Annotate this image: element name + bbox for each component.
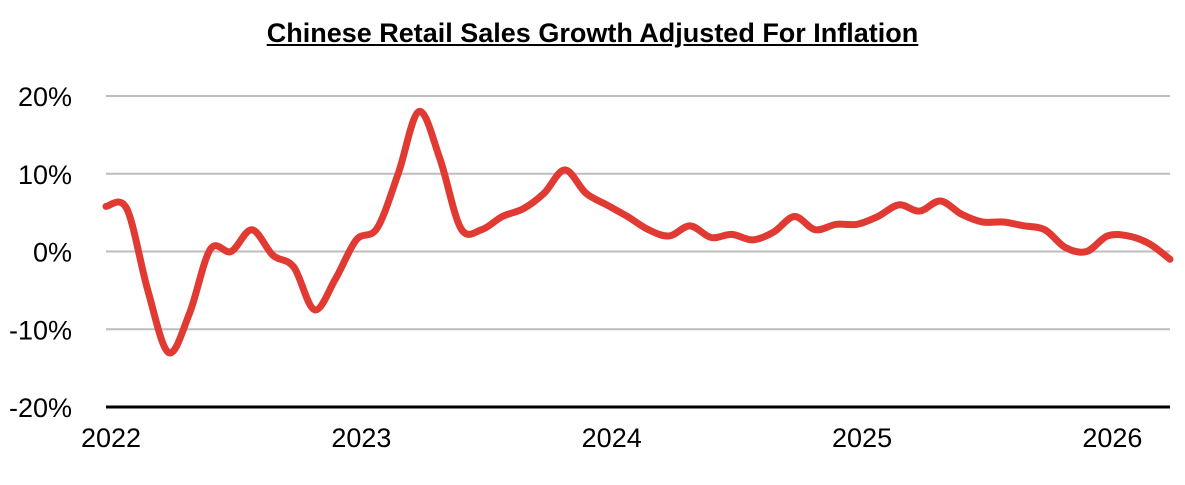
x-tick-label: 2026: [1082, 423, 1142, 453]
chart-title: Chinese Retail Sales Growth Adjusted For…: [266, 18, 919, 48]
y-axis-ticks: 20% 10% 0% -10% -20%: [9, 82, 72, 423]
x-tick-label: 2024: [582, 423, 642, 453]
y-tick-label: 0%: [33, 238, 72, 268]
x-tick-label: 2023: [331, 423, 391, 453]
x-axis-ticks: 2022 2023 2024 2025 2026: [81, 423, 1142, 453]
y-tick-label: -10%: [9, 315, 72, 345]
y-tick-label: 20%: [18, 82, 72, 112]
grid-lines: [106, 95, 1170, 331]
y-tick-label: 10%: [18, 160, 72, 190]
x-tick-label: 2025: [832, 423, 892, 453]
y-tick-label: -20%: [9, 393, 72, 423]
x-tick-label: 2022: [81, 423, 141, 453]
series-line: [102, 108, 1174, 357]
